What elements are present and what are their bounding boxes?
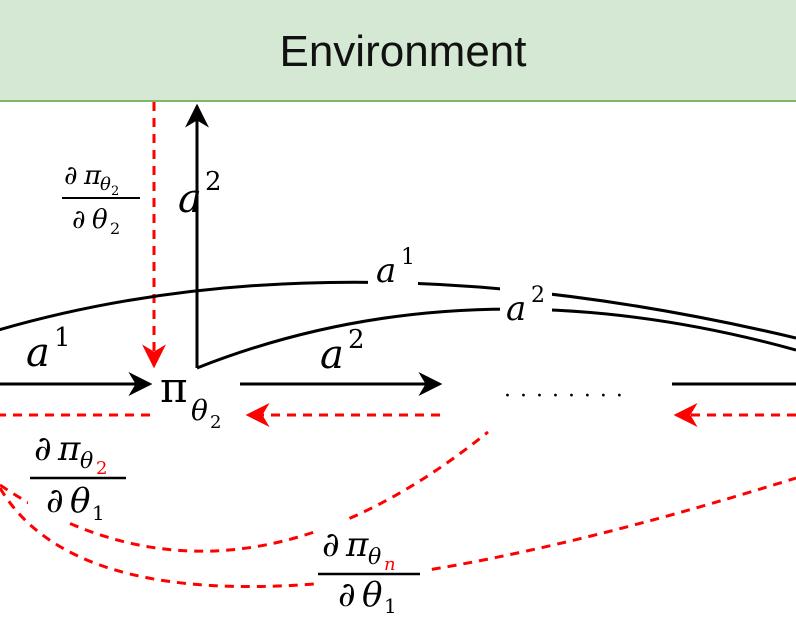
action-superscript: 1 bbox=[54, 323, 71, 353]
theta-symbol: θ bbox=[368, 545, 381, 570]
action-symbol: a bbox=[178, 176, 202, 222]
action-superscript: 1 bbox=[401, 245, 415, 270]
theta-symbol: θ bbox=[362, 575, 382, 615]
arc-label-a2: a 2 bbox=[506, 283, 545, 329]
partial-symbol: ∂ bbox=[338, 575, 356, 615]
theta-symbol: θ bbox=[92, 205, 108, 235]
partial-symbol: ∂ bbox=[64, 161, 77, 191]
environment-rect bbox=[0, 0, 796, 102]
partial-symbol: ∂ bbox=[72, 205, 85, 235]
policy-index: 2 bbox=[210, 412, 221, 433]
gradient-fraction-top: ∂ π θ 2 ∂ θ 2 bbox=[62, 161, 140, 238]
action-superscript: 2 bbox=[531, 283, 545, 308]
theta-symbol: θ bbox=[100, 174, 111, 195]
action-symbol: a bbox=[376, 251, 396, 291]
numerator-index: 2 bbox=[111, 184, 119, 199]
ellipsis: · · · · · · · · bbox=[504, 384, 624, 409]
policy-node: π θ 2 bbox=[160, 363, 221, 433]
pi-symbol: π bbox=[83, 161, 102, 191]
pi-symbol: π bbox=[57, 429, 81, 469]
arc-label-bg bbox=[368, 252, 418, 288]
theta-symbol: θ bbox=[70, 481, 90, 521]
action-symbol: a bbox=[320, 332, 344, 378]
numerator-index: n bbox=[384, 554, 396, 575]
partial-symbol: ∂ bbox=[46, 481, 64, 521]
numerator-index: 2 bbox=[96, 458, 107, 479]
action-symbol: a bbox=[506, 289, 526, 329]
policy-subscript: θ bbox=[191, 394, 208, 427]
arc-label-a1: a 1 bbox=[376, 245, 415, 291]
action-arc-a1 bbox=[0, 280, 796, 340]
gradient-curve-outer bbox=[0, 476, 796, 588]
action-symbol: a bbox=[26, 330, 50, 376]
denominator-index: 1 bbox=[384, 594, 397, 617]
partial-symbol: ∂ bbox=[322, 525, 340, 565]
pi-symbol: π bbox=[345, 525, 369, 565]
arc-label-bg bbox=[500, 286, 552, 326]
theta-symbol: θ bbox=[80, 449, 93, 474]
policy-symbol: π bbox=[160, 363, 188, 412]
denominator-index: 1 bbox=[92, 501, 105, 525]
arrow-label-a1: a 1 bbox=[26, 323, 71, 376]
action-superscript: 2 bbox=[348, 325, 365, 355]
fraction-bg bbox=[28, 426, 132, 522]
action-superscript: 2 bbox=[205, 167, 222, 197]
action-arc-a2 bbox=[196, 307, 796, 370]
environment-label: Environment bbox=[279, 27, 526, 76]
partial-symbol: ∂ bbox=[34, 429, 52, 469]
denominator-index: 2 bbox=[110, 219, 120, 238]
action-label-up: a 2 bbox=[178, 167, 222, 222]
gradient-fraction-bottom: ∂ π θ n ∂ θ 1 bbox=[318, 520, 426, 617]
fraction-bg bbox=[318, 520, 426, 616]
gradient-fraction-mid: ∂ π θ 2 ∂ θ 1 bbox=[28, 426, 132, 525]
environment-box: Environment bbox=[0, 0, 796, 102]
arrow-label-a2: a 2 bbox=[320, 325, 365, 378]
